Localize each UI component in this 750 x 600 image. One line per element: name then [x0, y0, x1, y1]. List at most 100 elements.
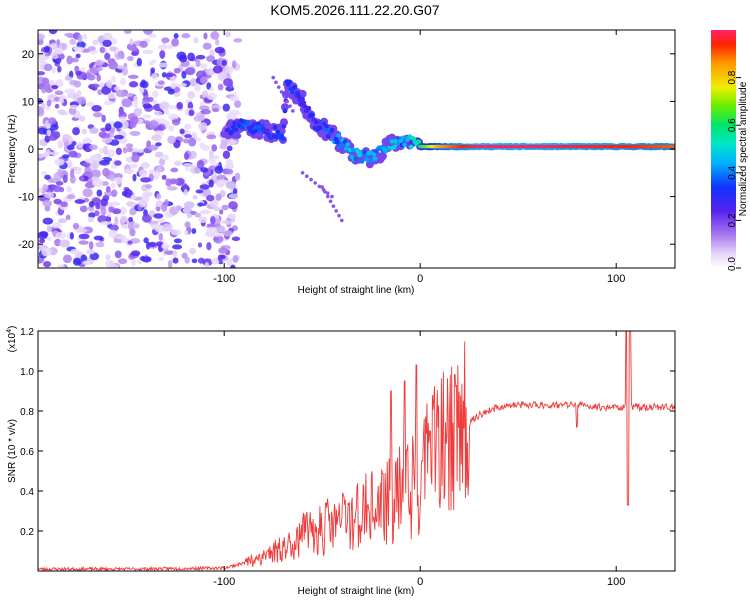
- noise-blob: [120, 120, 129, 129]
- noise-blob: [62, 137, 67, 143]
- ridge-core: [359, 159, 365, 164]
- noise-blob: [158, 232, 163, 241]
- ridge-core: [367, 150, 373, 155]
- noise-blob: [106, 79, 113, 88]
- noise-blob: [231, 236, 241, 242]
- ridge-core: [264, 128, 270, 134]
- ridge-core: [336, 133, 341, 138]
- noise-blob: [208, 149, 214, 159]
- noise-blob: [92, 112, 103, 118]
- noise-blob: [140, 162, 151, 169]
- noise-blob: [172, 257, 179, 264]
- noise-blob: [139, 40, 148, 48]
- noise-blob: [124, 168, 134, 175]
- noise-blob: [183, 138, 190, 144]
- noise-blob: [54, 103, 60, 109]
- noise-blob: [66, 186, 72, 193]
- noise-blob: [113, 86, 121, 91]
- noise-blob: [141, 256, 152, 263]
- noise-blob: [121, 98, 133, 108]
- noise-blob: [110, 75, 116, 83]
- noise-blob: [100, 198, 108, 207]
- noise-blob: [184, 134, 192, 139]
- noise-blob: [133, 224, 140, 229]
- noise-blob: [211, 144, 218, 152]
- y-tick-label: 20: [22, 49, 34, 61]
- noise-blob: [143, 237, 149, 244]
- noise-blob: [197, 115, 206, 122]
- noise-blob: [176, 101, 183, 110]
- noise-blob: [76, 90, 82, 97]
- noise-blob: [173, 238, 182, 244]
- noise-blob: [191, 228, 197, 234]
- noise-blob: [160, 203, 168, 212]
- noise-blob: [221, 204, 229, 211]
- noise-blob: [206, 242, 212, 251]
- noise-blob: [91, 176, 100, 182]
- colorbar-gradient: [711, 30, 736, 268]
- colorbar-label: Normalized spectral amplitude: [738, 81, 749, 216]
- noise-blob: [147, 144, 159, 151]
- noise-blob: [167, 260, 173, 268]
- noise-blob: [48, 79, 56, 86]
- noise-blob: [155, 142, 162, 147]
- noise-blob: [142, 49, 154, 55]
- noise-blob: [109, 224, 119, 232]
- ridge-core: [371, 152, 377, 157]
- streak-dot: [313, 181, 318, 185]
- noise-blob: [62, 174, 68, 183]
- noise-blob: [86, 249, 96, 255]
- noise-blob: [156, 193, 162, 200]
- noise-blob: [136, 57, 143, 67]
- noise-blob: [221, 59, 228, 67]
- x-tick-label: 100: [607, 576, 625, 588]
- noise-blob: [161, 154, 170, 161]
- noise-blob: [72, 127, 80, 136]
- colorbar: 0.0 0.2 0.4 0.6 0.8 Normalized spectral ampl…: [711, 30, 749, 271]
- noise-blob: [215, 193, 222, 201]
- noise-blob: [127, 55, 134, 62]
- noise-blob: [167, 125, 175, 132]
- noise-blob: [114, 216, 119, 225]
- noise-blob: [121, 66, 129, 76]
- noise-blob: [52, 54, 59, 60]
- noise-blob: [46, 149, 51, 157]
- ridge-core: [259, 123, 265, 128]
- noise-blob: [69, 232, 74, 240]
- noise-blob: [130, 238, 141, 244]
- ridge-core: [334, 140, 340, 145]
- noise-blob: [151, 73, 158, 80]
- noise-blob: [41, 247, 52, 257]
- ridge-core: [301, 100, 307, 105]
- noise-blob: [51, 67, 56, 74]
- noise-blob: [183, 189, 188, 197]
- noise-blob: [38, 127, 48, 135]
- noise-blob: [150, 59, 157, 64]
- noise-blob: [210, 215, 216, 225]
- noise-blob: [200, 63, 208, 70]
- streak-dot: [328, 199, 333, 204]
- noise-blob: [46, 236, 52, 241]
- noise-blob: [105, 123, 112, 131]
- noise-blob: [102, 145, 109, 154]
- ridge-core: [281, 124, 287, 129]
- noise-blob: [102, 39, 112, 48]
- x-tick-label: 100: [607, 273, 625, 285]
- noise-blob: [186, 213, 193, 219]
- noise-blob: [167, 44, 174, 50]
- noise-blob: [137, 148, 144, 153]
- noise-blob: [187, 101, 194, 110]
- noise-blob: [226, 112, 237, 121]
- noise-blob: [219, 209, 224, 215]
- noise-blob: [182, 207, 192, 214]
- noise-blob: [198, 216, 208, 224]
- noise-blob: [89, 66, 100, 74]
- noise-blob: [228, 66, 234, 75]
- noise-blob: [64, 75, 73, 81]
- noise-blob: [70, 168, 75, 178]
- noise-blob: [197, 242, 203, 248]
- noise-blob: [86, 74, 96, 81]
- noise-blob: [96, 74, 102, 82]
- noise-blob: [188, 137, 197, 147]
